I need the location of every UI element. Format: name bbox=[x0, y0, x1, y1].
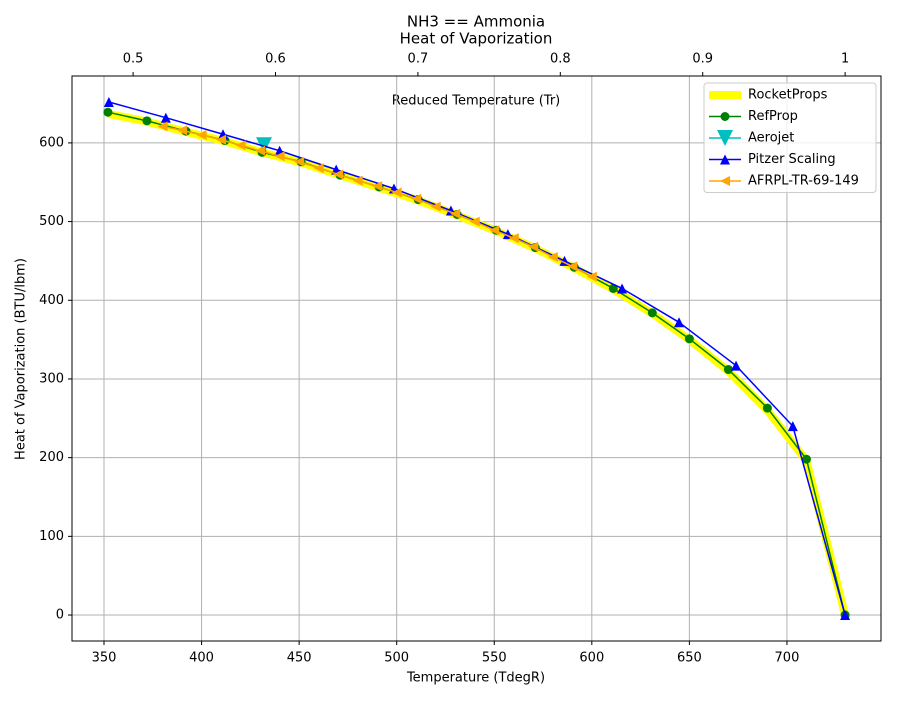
marker bbox=[717, 130, 733, 146]
marker bbox=[469, 216, 480, 227]
legend: RocketProps RefProp Aerojet Pitzer Scaling A… bbox=[703, 82, 877, 193]
y-tick-label: 600 bbox=[39, 135, 64, 150]
marker bbox=[684, 334, 694, 344]
marker bbox=[608, 283, 618, 293]
marker bbox=[787, 421, 798, 432]
marker bbox=[450, 208, 461, 219]
x-tick-label: 600 bbox=[579, 651, 604, 666]
x2-tick-label: 1 bbox=[841, 52, 849, 67]
x-tick-label: 550 bbox=[482, 651, 507, 666]
x2-tick-label: 0.6 bbox=[265, 52, 286, 67]
marker bbox=[430, 201, 441, 212]
x2-axis-label: Reduced Temperature (Tr) bbox=[392, 94, 560, 109]
marker bbox=[731, 360, 742, 371]
marker bbox=[720, 176, 730, 186]
y-tick-label: 0 bbox=[56, 608, 64, 623]
marker bbox=[723, 365, 733, 375]
y-axis-label: Heat of Vaporization (BTU/lbm) bbox=[14, 258, 29, 460]
legend-label: RocketProps bbox=[748, 88, 828, 103]
series-line bbox=[162, 125, 593, 278]
marker bbox=[617, 283, 628, 294]
y-tick-label: 300 bbox=[39, 371, 64, 386]
marker bbox=[352, 175, 363, 186]
marker bbox=[103, 107, 113, 117]
legend-label: RefProp bbox=[748, 109, 798, 124]
marker bbox=[142, 116, 152, 126]
marker bbox=[391, 187, 402, 198]
marker bbox=[294, 156, 305, 167]
marker bbox=[196, 130, 207, 141]
marker bbox=[720, 112, 730, 121]
marker bbox=[160, 112, 171, 123]
x-tick-label: 700 bbox=[775, 651, 800, 666]
x2-tick-label: 0.7 bbox=[408, 52, 429, 67]
x-tick-label: 400 bbox=[189, 651, 214, 666]
marker bbox=[255, 145, 266, 156]
marker bbox=[508, 233, 519, 244]
marker bbox=[177, 125, 188, 136]
y-tick-label: 200 bbox=[39, 450, 64, 465]
y-tick-label: 400 bbox=[39, 293, 64, 308]
marker bbox=[720, 154, 730, 165]
marker bbox=[411, 193, 422, 204]
marker bbox=[647, 308, 657, 318]
marker bbox=[528, 241, 539, 252]
y-tick-label: 500 bbox=[39, 214, 64, 229]
x2-tick-label: 0.9 bbox=[692, 52, 713, 67]
marker bbox=[313, 163, 324, 174]
x-tick-label: 350 bbox=[92, 651, 117, 666]
legend-label: Pitzer Scaling bbox=[748, 152, 836, 167]
x2-tick-label: 0.8 bbox=[550, 52, 571, 67]
plot-frame bbox=[71, 75, 882, 642]
marker bbox=[333, 169, 344, 180]
marker bbox=[372, 181, 383, 192]
chart-title: NH3 == Ammonia bbox=[407, 13, 545, 31]
marker bbox=[157, 121, 168, 132]
marker bbox=[762, 403, 772, 413]
marker bbox=[256, 137, 273, 154]
y-tick-label: 100 bbox=[39, 529, 64, 544]
legend-label: Aerojet bbox=[748, 131, 794, 146]
x-tick-label: 500 bbox=[384, 651, 409, 666]
x2-tick-label: 0.5 bbox=[123, 52, 144, 67]
legend-box bbox=[703, 82, 877, 193]
x-axis-label: Temperature (TdegR) bbox=[406, 671, 545, 686]
marker bbox=[489, 225, 500, 236]
marker bbox=[586, 271, 597, 282]
marker bbox=[274, 151, 285, 162]
marker bbox=[840, 610, 851, 621]
marker bbox=[547, 251, 558, 262]
x-tick-label: 650 bbox=[677, 651, 702, 666]
marker bbox=[801, 454, 811, 464]
marker bbox=[674, 317, 685, 328]
marker bbox=[235, 140, 246, 151]
marker bbox=[567, 261, 578, 272]
chart-subtitle: Heat of Vaporization bbox=[400, 30, 553, 48]
legend-label: AFRPL-TR-69-149 bbox=[748, 174, 859, 189]
x-tick-label: 450 bbox=[287, 651, 312, 666]
marker bbox=[216, 134, 227, 145]
marker bbox=[103, 96, 114, 107]
